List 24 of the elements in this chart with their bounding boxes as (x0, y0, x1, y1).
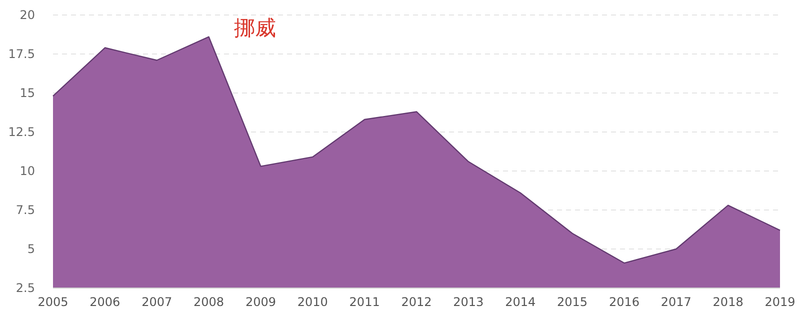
chart-title: 挪威 (234, 16, 276, 40)
y-tick-label: 10 (20, 164, 35, 178)
y-tick-label: 15 (20, 86, 35, 100)
x-tick-label: 2013 (453, 295, 484, 309)
y-tick-label: 2.5 (16, 281, 35, 295)
y-tick-label: 7.5 (16, 203, 35, 217)
y-tick-label: 17.5 (8, 47, 35, 61)
x-tick-label: 2011 (349, 295, 380, 309)
x-tick-label: 2016 (608, 295, 640, 309)
x-tick-label: 2019 (764, 295, 796, 309)
x-tick-label: 2007 (142, 295, 172, 309)
y-tick-label: 5 (27, 242, 35, 256)
x-tick-label: 2005 (38, 295, 68, 309)
x-tick-label: 2008 (194, 295, 224, 309)
y-tick-label: 12.5 (8, 125, 35, 139)
x-tick-label: 2015 (557, 295, 588, 309)
y-tick-label: 20 (20, 8, 35, 22)
x-tick-label: 2010 (297, 295, 328, 309)
x-tick-label: 2014 (505, 295, 536, 309)
x-tick-label: 2009 (245, 295, 276, 309)
x-tick-label: 2018 (712, 295, 744, 309)
x-tick-label: 2012 (401, 295, 432, 309)
x-tick-label: 2017 (660, 295, 692, 309)
x-tick-label: 2006 (90, 295, 120, 309)
